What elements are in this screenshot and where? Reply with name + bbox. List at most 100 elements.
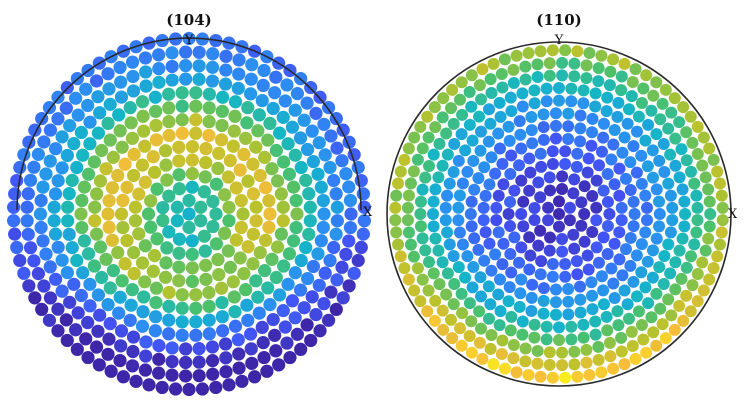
pole-point bbox=[243, 327, 258, 341]
pole-point bbox=[559, 258, 572, 271]
pole-point bbox=[92, 358, 106, 372]
pole-point bbox=[172, 274, 186, 288]
pole-point bbox=[455, 128, 468, 141]
pole-point bbox=[392, 177, 405, 190]
pole-point bbox=[432, 171, 445, 184]
pole-point bbox=[233, 251, 247, 265]
pole-point bbox=[59, 313, 73, 327]
pole-point bbox=[139, 79, 153, 93]
pole-point bbox=[135, 158, 150, 172]
pole-point bbox=[429, 183, 442, 196]
pole-point bbox=[504, 91, 517, 104]
pole-point bbox=[209, 177, 224, 191]
pole-point bbox=[125, 131, 139, 145]
pole-point bbox=[504, 168, 517, 181]
pole-point bbox=[282, 167, 297, 181]
pole-point bbox=[199, 272, 213, 286]
pole-point bbox=[141, 207, 156, 221]
pole-point bbox=[294, 342, 308, 356]
pole-point bbox=[507, 352, 520, 365]
pole-point bbox=[447, 298, 460, 311]
pole-point bbox=[316, 220, 330, 235]
pole-point bbox=[668, 323, 681, 336]
pole-point bbox=[422, 284, 435, 297]
pole-point bbox=[608, 292, 621, 305]
pole-point bbox=[175, 113, 189, 127]
pole-point bbox=[414, 295, 427, 308]
pole-point bbox=[568, 173, 581, 186]
pole-point bbox=[428, 314, 441, 327]
pole-point bbox=[493, 273, 506, 286]
pole-point bbox=[269, 344, 283, 358]
pole-point bbox=[61, 214, 75, 228]
pole-point bbox=[628, 208, 641, 220]
pole-figure-104: (104) Y X bbox=[7, 11, 373, 397]
pole-point bbox=[300, 318, 314, 332]
pole-point bbox=[456, 238, 469, 251]
pole-point bbox=[356, 187, 370, 201]
pole-point bbox=[51, 302, 65, 316]
pole-point bbox=[465, 346, 478, 359]
pole-point bbox=[627, 195, 640, 208]
pole-point bbox=[605, 153, 618, 166]
pole-point bbox=[627, 275, 640, 288]
pole-point bbox=[101, 67, 115, 81]
pole-point bbox=[102, 332, 116, 346]
pole-point bbox=[185, 247, 199, 261]
pole-point bbox=[492, 127, 505, 140]
pole-point bbox=[688, 238, 701, 251]
pole-point bbox=[158, 270, 173, 284]
pole-point bbox=[198, 170, 212, 184]
pole-point bbox=[498, 362, 511, 375]
pole-point bbox=[192, 369, 206, 383]
pole-point bbox=[540, 333, 553, 346]
pole-point bbox=[597, 117, 610, 130]
pole-point bbox=[615, 201, 628, 214]
pole-point bbox=[165, 341, 179, 355]
pole-point bbox=[31, 147, 45, 161]
pole-point bbox=[503, 134, 516, 147]
pole-point bbox=[582, 152, 595, 165]
pole-point bbox=[443, 177, 456, 190]
pole-point bbox=[453, 93, 466, 106]
pole-point bbox=[192, 342, 206, 356]
pole-point bbox=[246, 157, 260, 171]
pole-point bbox=[461, 250, 474, 263]
pole-point bbox=[103, 317, 117, 331]
pole-point bbox=[312, 136, 326, 150]
pole-point bbox=[677, 314, 690, 327]
pole-point bbox=[257, 63, 271, 78]
pole-point bbox=[464, 208, 477, 220]
pole-point bbox=[70, 160, 84, 175]
pole-point bbox=[138, 239, 152, 253]
pole-point bbox=[88, 200, 102, 214]
pole-point bbox=[459, 271, 472, 284]
pole-point bbox=[42, 313, 57, 327]
pole-point bbox=[485, 86, 498, 99]
pole-point bbox=[115, 140, 129, 154]
pole-point bbox=[297, 113, 311, 127]
pole-point bbox=[613, 162, 626, 175]
pole-point bbox=[162, 87, 176, 101]
pole-point bbox=[534, 224, 547, 237]
pole-point bbox=[586, 112, 599, 125]
pole-point bbox=[211, 252, 225, 267]
pole-point bbox=[537, 307, 550, 320]
pole-point bbox=[601, 91, 614, 104]
pole-point bbox=[543, 358, 556, 371]
pole-point bbox=[612, 319, 625, 332]
pole-point bbox=[175, 288, 189, 302]
pole-point bbox=[39, 167, 53, 181]
pole-point bbox=[662, 122, 675, 135]
pole-point bbox=[495, 68, 508, 81]
pole-point bbox=[650, 128, 663, 141]
pole-point bbox=[543, 57, 556, 70]
pole-point bbox=[653, 208, 666, 220]
pole-point bbox=[324, 285, 338, 299]
pole-point bbox=[696, 159, 709, 172]
pole-point bbox=[347, 266, 361, 280]
pole-point bbox=[249, 140, 263, 154]
pole-point bbox=[466, 134, 479, 147]
pole-point bbox=[49, 142, 63, 156]
